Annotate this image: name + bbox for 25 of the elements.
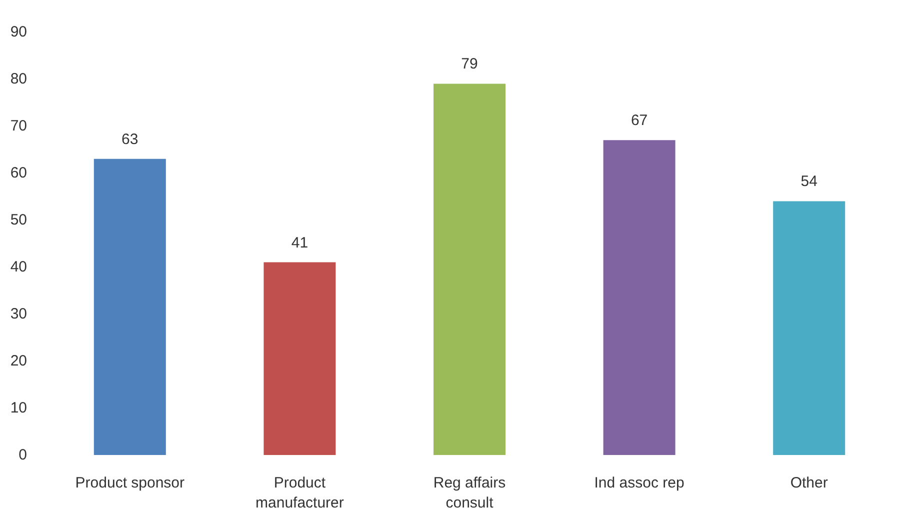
y-tick-label: 0	[18, 446, 27, 464]
x-tick-label: Product manufacturer	[256, 474, 344, 512]
x-tick-label: Other	[790, 474, 828, 492]
y-tick-label: 80	[10, 70, 27, 88]
bar	[773, 201, 846, 455]
data-label: 67	[630, 112, 648, 130]
y-tick-label: 70	[10, 118, 27, 134]
data-label: 41	[291, 234, 308, 252]
data-label: 54	[800, 173, 818, 190]
bar	[603, 140, 676, 455]
y-tick-label: 90	[10, 24, 27, 40]
y-tick-label: 10	[10, 400, 27, 416]
x-tick-label: Reg affairs consult	[433, 474, 506, 512]
y-tick-label: 50	[10, 212, 27, 228]
data-label: 63	[122, 130, 138, 148]
data-label: 79	[461, 56, 478, 73]
bar	[94, 158, 166, 455]
y-tick-label: 40	[10, 258, 27, 276]
y-tick-label: 20	[10, 352, 27, 370]
bar	[434, 84, 506, 455]
y-tick-label: 60	[10, 164, 27, 182]
y-tick-label: 30	[10, 306, 27, 322]
bar	[264, 262, 336, 455]
x-tick-label: Ind assoc rep	[594, 474, 684, 492]
x-tick-label: Product sponsor	[75, 474, 185, 492]
